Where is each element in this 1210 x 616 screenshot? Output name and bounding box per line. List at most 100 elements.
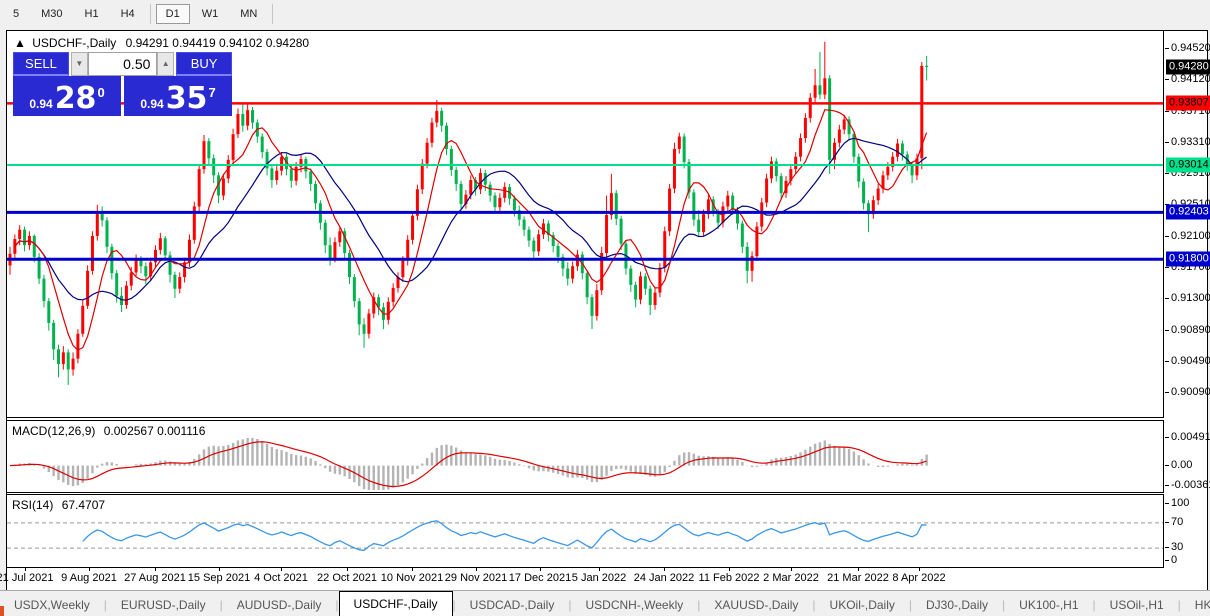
candle <box>857 153 861 188</box>
candle <box>377 294 381 316</box>
candle <box>852 131 856 163</box>
time-axis-tick <box>89 568 90 571</box>
bid-price-pipette: 0 <box>97 85 105 100</box>
tab-separator: | <box>452 598 456 612</box>
tab-audusd-daily[interactable]: AUDUSD-,Daily <box>236 598 322 612</box>
tab-usoil-h1[interactable]: USOil-,H1 <box>1109 598 1164 612</box>
candle <box>52 319 56 361</box>
candle <box>275 166 279 185</box>
candle <box>430 117 434 148</box>
timeframe-button-d1[interactable]: D1 <box>155 3 190 24</box>
candle <box>488 181 492 202</box>
bid-price-display[interactable]: 0.94 28 0 <box>13 76 121 116</box>
bid-price-big-digits: 28 <box>54 81 97 116</box>
price-axis-tick <box>1165 48 1169 49</box>
timeframe-button-m30[interactable]: M30 <box>41 7 63 20</box>
tab-separator: | <box>1177 598 1181 612</box>
candle <box>653 287 657 310</box>
tab-eurusd-daily[interactable]: EURUSD-,Daily <box>120 598 206 612</box>
tab-separator: | <box>1092 598 1096 612</box>
candle <box>105 217 109 254</box>
tab-ukoil-daily[interactable]: UKOil-,Daily <box>829 598 895 612</box>
tab-uk100-h1[interactable]: UK100-,H1 <box>1019 598 1079 612</box>
candle <box>183 257 187 283</box>
price-axis-label: 0.94520 <box>1171 42 1210 54</box>
timeframe-button-mn[interactable]: MN <box>240 7 258 20</box>
candle <box>750 251 754 282</box>
candle <box>624 240 628 275</box>
time-axis-label: 5 Jan 2022 <box>571 572 627 584</box>
candle <box>221 173 225 201</box>
candle <box>532 237 536 261</box>
bid-price-prefix: 0.94 <box>29 97 53 111</box>
macd-axis-label: -0.003614 <box>1171 479 1210 491</box>
lot-increase-button[interactable]: ▲ <box>157 52 175 76</box>
tab-usdcnh-weekly[interactable]: USDCNH-,Weekly <box>585 598 684 612</box>
tab-usdcad-daily[interactable]: USDCAD-,Daily <box>469 598 555 612</box>
candle <box>57 344 60 378</box>
price-axis-tick <box>1165 267 1169 268</box>
candle <box>551 232 555 253</box>
chart-title-ohlc: 0.94291 0.94419 0.94102 0.94280 <box>125 36 310 50</box>
toolbar-separator <box>149 3 151 24</box>
candle <box>415 184 419 221</box>
candle <box>799 133 803 162</box>
candle <box>241 103 245 132</box>
price-axis-tick <box>1165 142 1169 143</box>
candle <box>614 190 618 226</box>
candle <box>668 183 672 236</box>
tab-dj30-daily[interactable]: DJ30-,Daily <box>926 598 989 612</box>
price-badge-0.94280: 0.94280 <box>1166 59 1210 75</box>
candle <box>478 168 482 194</box>
time-axis-tick <box>155 568 156 571</box>
price-axis-tick <box>1165 330 1169 331</box>
candle <box>362 318 366 348</box>
macd-signal-line <box>9 441 927 488</box>
candle <box>445 122 448 156</box>
price-axis-tick <box>1165 173 1169 174</box>
candle <box>381 302 385 330</box>
buy-button[interactable]: BUY <box>176 52 233 76</box>
price-axis-label: 0.90490 <box>1171 355 1210 367</box>
candle <box>508 183 512 205</box>
candle <box>537 229 541 257</box>
sell-button[interactable]: SELL <box>13 52 69 76</box>
macd-indicator-panel[interactable]: MACD(12,26,9) 0.002567 0.001116 <box>7 420 1164 493</box>
candle <box>76 329 80 364</box>
candle <box>13 234 17 260</box>
candle <box>779 173 783 200</box>
price-axis-tick <box>1165 79 1169 80</box>
tab-separator: | <box>812 598 816 612</box>
candle <box>876 183 880 205</box>
tab-separator: | <box>908 598 913 612</box>
lot-decrease-button[interactable]: ▼ <box>70 52 88 76</box>
time-axis: 21 Jul 2021 9 Aug 2021 27 Aug 2021 15 Sep 2… <box>0 568 1163 589</box>
ask-price-display[interactable]: 0.94 35 7 <box>124 76 232 116</box>
candle <box>348 249 351 285</box>
candle <box>803 113 807 143</box>
rsi-axis-label: 30 <box>1171 541 1184 553</box>
rsi-indicator-panel[interactable]: RSI(14) 67.4707 <box>7 494 1164 568</box>
time-axis-tick <box>919 568 920 571</box>
lot-size-input[interactable]: 0.50 <box>87 52 158 76</box>
candle <box>702 209 706 237</box>
tab-xauusd-daily[interactable]: XAUUSD-,Daily <box>714 598 799 612</box>
timeframe-button-h1[interactable]: H1 <box>84 7 99 20</box>
rsi-axis-label: 0 <box>1171 554 1178 566</box>
timeframe-button-5[interactable]: 5 <box>13 7 20 20</box>
candle <box>842 114 846 135</box>
tab-usdchf-daily[interactable]: USDCHF-,Daily <box>338 591 453 616</box>
tab-hk50-h1[interactable]: HK50-,H1 <box>1194 598 1210 612</box>
rsi-axis-label: 70 <box>1171 516 1184 528</box>
timeframe-button-w1[interactable]: W1 <box>201 7 219 20</box>
time-axis-label: 29 Nov 2021 <box>444 572 508 584</box>
ask-price-pipette: 7 <box>208 85 216 100</box>
candle <box>896 138 900 162</box>
tab-separator: | <box>568 598 572 612</box>
timeframe-button-h4[interactable]: H4 <box>120 7 135 20</box>
tab-usdx-weekly[interactable]: USDX,Weekly <box>14 598 90 612</box>
candle <box>217 172 221 204</box>
time-axis-tick <box>664 568 665 571</box>
candle <box>726 190 730 212</box>
candle <box>643 273 647 295</box>
